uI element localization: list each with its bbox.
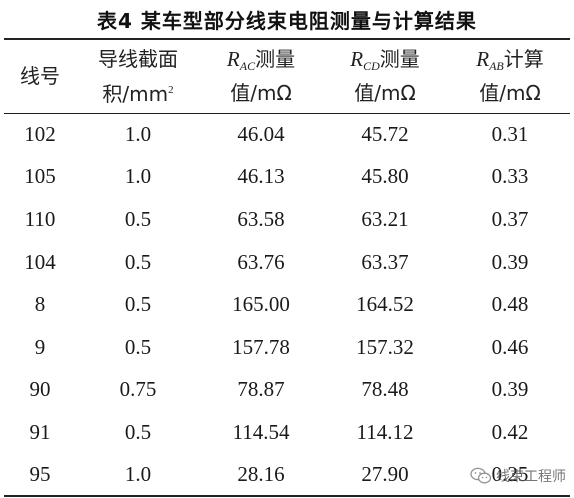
table-row: 91 0.5 114.54 114.12 0.42 xyxy=(0,411,574,453)
header-cross-section-sup: 2 xyxy=(168,83,174,96)
cell-rab: 0.39 xyxy=(491,377,529,401)
cell-wire: 110 xyxy=(24,207,56,231)
cell-rab: 0.25 xyxy=(491,462,529,486)
table-row: 8 0.5 165.00 164.52 0.48 xyxy=(0,283,574,325)
cell-area: 0.75 xyxy=(119,377,157,401)
header-rac-line1: RAC测量 xyxy=(227,44,295,78)
cell-rcd: 63.21 xyxy=(361,207,409,231)
cell-rcd: 78.48 xyxy=(361,377,409,401)
table-row: 102 1.0 46.04 45.72 0.31 xyxy=(0,113,574,155)
cell-rab: 0.37 xyxy=(491,207,529,231)
cell-rcd: 45.72 xyxy=(361,122,409,146)
header-rcd-subscript: CD xyxy=(363,59,380,73)
header-rcd-line2: 值/mΩ xyxy=(354,81,416,105)
header-rcd-symbol: R xyxy=(350,47,364,71)
cell-rcd: 114.12 xyxy=(356,420,414,444)
header-rac-line2: 值/mΩ xyxy=(230,81,292,105)
header-rab-subscript: AB xyxy=(489,59,504,73)
cell-rcd: 164.52 xyxy=(356,292,414,316)
table-row: 110 0.5 63.58 63.21 0.37 xyxy=(0,198,574,240)
cell-rac: 28.16 xyxy=(237,462,285,486)
cell-area: 1.0 xyxy=(124,462,152,486)
cell-wire: 9 xyxy=(34,335,46,359)
cell-wire: 8 xyxy=(34,292,46,316)
cell-area: 1.0 xyxy=(124,122,152,146)
table-row: 90 0.75 78.87 78.48 0.39 xyxy=(0,368,574,410)
cell-rab: 0.48 xyxy=(491,292,529,316)
cell-rac: 114.54 xyxy=(232,420,290,444)
cell-area: 0.5 xyxy=(124,335,152,359)
cell-wire: 102 xyxy=(24,122,56,146)
header-rab-line1: RAB计算 xyxy=(476,44,544,78)
table-row: 105 1.0 46.13 45.80 0.33 xyxy=(0,155,574,197)
cell-rcd: 45.80 xyxy=(361,164,409,188)
cell-rab: 0.31 xyxy=(491,122,529,146)
header-cross-section-line1: 导线截面 xyxy=(98,46,178,71)
header-rab-suffix: 计算 xyxy=(503,47,544,71)
cell-wire: 90 xyxy=(29,377,51,401)
header-cross-section: 导线截面 积/mm2 xyxy=(80,40,196,113)
wechat-icon xyxy=(470,467,492,484)
cell-rab: 0.39 xyxy=(491,250,529,274)
cell-wire: 91 xyxy=(29,420,51,444)
cell-rcd: 27.90 xyxy=(361,462,409,486)
cell-rcd: 157.32 xyxy=(356,335,414,359)
cell-rac: 157.78 xyxy=(232,335,290,359)
header-rab-line2: 值/mΩ xyxy=(479,81,541,105)
watermark: 线束工程师 xyxy=(470,463,566,489)
header-cross-section-line2: 积/mm2 xyxy=(102,75,173,110)
header-rab: RAB计算 值/mΩ xyxy=(448,40,572,113)
cell-rab: 0.42 xyxy=(491,420,529,444)
header-cross-section-unit: 积/mm xyxy=(102,81,169,106)
header-wire-no-label: 线号 xyxy=(20,64,60,88)
header-rcd-suffix: 测量 xyxy=(379,47,420,71)
header-rcd-line1: RCD测量 xyxy=(350,44,420,78)
cell-rac: 165.00 xyxy=(232,292,290,316)
header-rcd: RCD测量 值/mΩ xyxy=(322,40,448,113)
cell-area: 0.5 xyxy=(124,250,152,274)
cell-rac: 63.58 xyxy=(237,207,285,231)
cell-area: 1.0 xyxy=(124,164,152,188)
table-row: 95 1.0 28.16 27.90 0.25 xyxy=(0,453,574,495)
header-wire-no: 线号 xyxy=(4,40,76,113)
watermark-text: 线束工程师 xyxy=(496,469,566,485)
cell-wire: 105 xyxy=(24,164,56,188)
cell-rcd: 63.37 xyxy=(361,250,409,274)
table-bottom-rule xyxy=(4,495,570,497)
table-header-rule xyxy=(4,113,570,114)
cell-area: 0.5 xyxy=(124,207,152,231)
table-title: 表4 某车型部分线束电阻测量与计算结果 xyxy=(97,9,477,33)
header-rac-subscript: AC xyxy=(239,59,256,73)
cell-wire: 95 xyxy=(29,462,51,486)
table-row: 9 0.5 157.78 157.32 0.46 xyxy=(0,326,574,368)
header-rac-symbol: R xyxy=(226,47,240,71)
cell-rac: 63.76 xyxy=(237,250,285,274)
header-rac-suffix: 测量 xyxy=(255,47,296,71)
cell-wire: 104 xyxy=(24,250,56,274)
header-rac: RAC测量 值/mΩ xyxy=(200,40,322,113)
header-rab-symbol: R xyxy=(476,47,490,71)
cell-area: 0.5 xyxy=(124,420,152,444)
cell-rab: 0.33 xyxy=(491,164,529,188)
cell-rac: 46.04 xyxy=(237,122,285,146)
cell-rac: 78.87 xyxy=(237,377,285,401)
cell-area: 0.5 xyxy=(124,292,152,316)
table-row: 104 0.5 63.76 63.37 0.39 xyxy=(0,241,574,283)
table-top-rule xyxy=(4,38,570,40)
cell-rac: 46.13 xyxy=(237,164,285,188)
cell-rab: 0.46 xyxy=(491,335,529,359)
